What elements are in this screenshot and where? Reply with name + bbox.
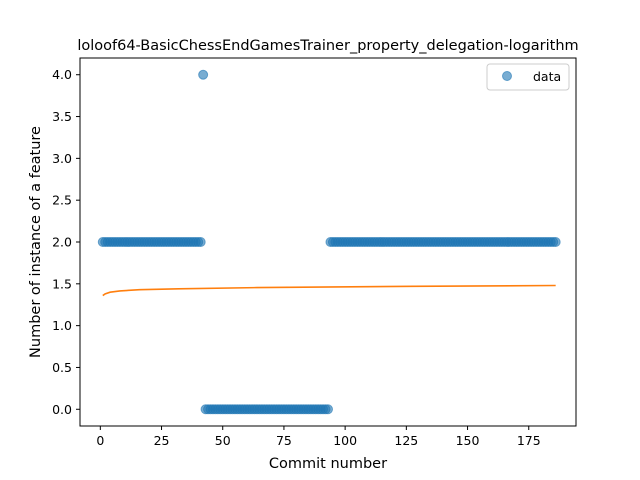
data-point (198, 69, 209, 80)
legend-label-data: data (533, 69, 561, 84)
x-tick-label: 150 (456, 433, 480, 448)
legend-marker-data (502, 71, 512, 81)
y-tick-label: 1.0 (52, 318, 72, 333)
y-tick-label: 3.0 (52, 151, 72, 166)
y-axis-label: Number of instance of a feature (28, 126, 44, 358)
y-tick-label: 4.0 (52, 67, 72, 82)
y-tick-label: 1.5 (52, 276, 72, 291)
x-tick-label: 175 (517, 433, 541, 448)
x-tick-label: 100 (333, 433, 357, 448)
legend: data (486, 63, 570, 91)
chart-title: loloof64-BasicChessEndGamesTrainer_prope… (77, 38, 578, 54)
data-point (195, 237, 206, 247)
fit-line (102, 284, 556, 297)
x-axis-ticks: 0 25 50 75 100 125 150 175 (96, 426, 541, 448)
y-tick-label: 2.0 (52, 235, 72, 250)
data-marks (97, 69, 561, 415)
y-tick-label: 3.5 (52, 109, 72, 124)
y-tick-label: 2.5 (52, 193, 72, 208)
x-tick-label: 75 (276, 433, 292, 448)
x-tick-label: 25 (154, 433, 170, 448)
y-tick-label: 0.5 (52, 360, 72, 375)
x-tick-label: 50 (215, 433, 231, 448)
data-point (550, 237, 561, 247)
y-tick-label: 0.0 (52, 402, 72, 417)
legend-box (486, 63, 570, 91)
x-axis-label: Commit number (269, 456, 387, 472)
y-axis-ticks: 0.0 0.5 1.0 1.5 2.0 2.5 3.0 3.5 4.0 (52, 67, 80, 417)
x-tick-label: 0 (96, 433, 104, 448)
data-point (323, 404, 333, 415)
x-tick-label: 125 (394, 433, 418, 448)
